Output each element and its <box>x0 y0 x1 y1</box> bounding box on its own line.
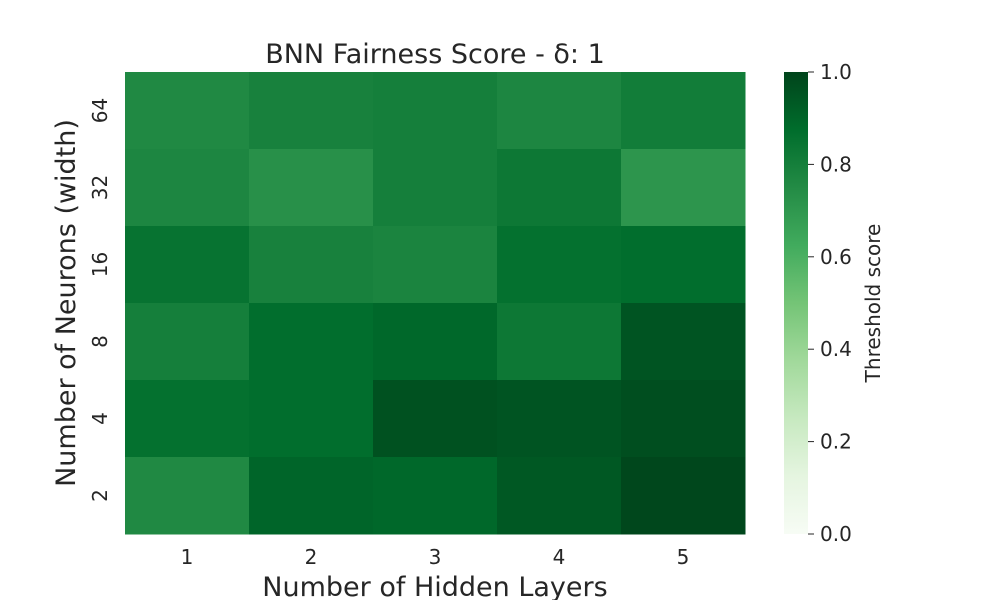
colorbar-tick-label: 1.0 <box>820 60 852 84</box>
x-tick-label: 5 <box>677 545 690 569</box>
heatmap-cell <box>249 303 374 381</box>
heatmap-cell <box>373 149 498 227</box>
heatmap-cell <box>373 457 498 535</box>
heatmap-cell <box>621 303 746 381</box>
heatmap-cell <box>373 226 498 304</box>
heatmap-cell <box>249 380 374 458</box>
heatmap-cell <box>249 457 374 535</box>
heatmap-cell <box>249 149 374 227</box>
heatmap-cell <box>497 457 622 535</box>
heatmap-cell <box>497 303 622 381</box>
heatmap-cell <box>621 380 746 458</box>
heatmap-cells <box>125 72 746 535</box>
heatmap-cell <box>373 303 498 381</box>
heatmap-cell <box>125 457 250 535</box>
colorbar-tick-label: 0.0 <box>820 522 852 546</box>
y-tick-label: 32 <box>88 175 112 200</box>
heatmap-cell <box>249 226 374 304</box>
y-tick-label: 2 <box>88 489 112 502</box>
x-tick-label: 4 <box>553 545 566 569</box>
heatmap-cell <box>125 226 250 304</box>
x-tick-label: 2 <box>305 545 318 569</box>
x-axis-label: Number of Hidden Layers <box>262 572 607 600</box>
heatmap-cell <box>621 457 746 535</box>
heatmap-cell <box>373 380 498 458</box>
y-tick-label: 4 <box>88 412 112 425</box>
heatmap-cell <box>497 72 622 150</box>
colorbar-tick-label: 0.8 <box>820 152 852 176</box>
y-tick-label: 8 <box>88 335 112 348</box>
x-tick-label: 3 <box>429 545 442 569</box>
heatmap-cell <box>125 72 250 150</box>
colorbar-tick-label: 0.4 <box>820 337 852 361</box>
colorbar-label: Threshold score <box>861 224 885 384</box>
heatmap-cell <box>125 149 250 227</box>
heatmap-cell <box>125 380 250 458</box>
heatmap-cell <box>621 72 746 150</box>
x-tick-label: 1 <box>181 545 194 569</box>
heatmap-cell <box>249 72 374 150</box>
heatmap-cell <box>125 303 250 381</box>
y-tick-labels: 64 32 16 8 4 2 <box>88 98 112 502</box>
chart-title: BNN Fairness Score - δ: 1 <box>265 39 605 70</box>
heatmap-cell <box>621 149 746 227</box>
heatmap-cell <box>621 226 746 304</box>
colorbar-ticks: 0.0 0.2 0.4 0.6 0.8 1.0 <box>808 60 852 546</box>
y-tick-label: 16 <box>88 252 112 277</box>
heatmap-cell <box>497 380 622 458</box>
heatmap-cell <box>497 149 622 227</box>
y-axis-label: Number of Neurons (width) <box>51 119 82 487</box>
x-tick-labels: 1 2 3 4 5 <box>181 545 690 569</box>
colorbar-tick-label: 0.6 <box>820 245 852 269</box>
heatmap-cell <box>373 72 498 150</box>
colorbar-tick-label: 0.2 <box>820 430 852 454</box>
heatmap-cell <box>497 226 622 304</box>
colorbar <box>784 72 808 534</box>
y-tick-label: 64 <box>88 98 112 123</box>
